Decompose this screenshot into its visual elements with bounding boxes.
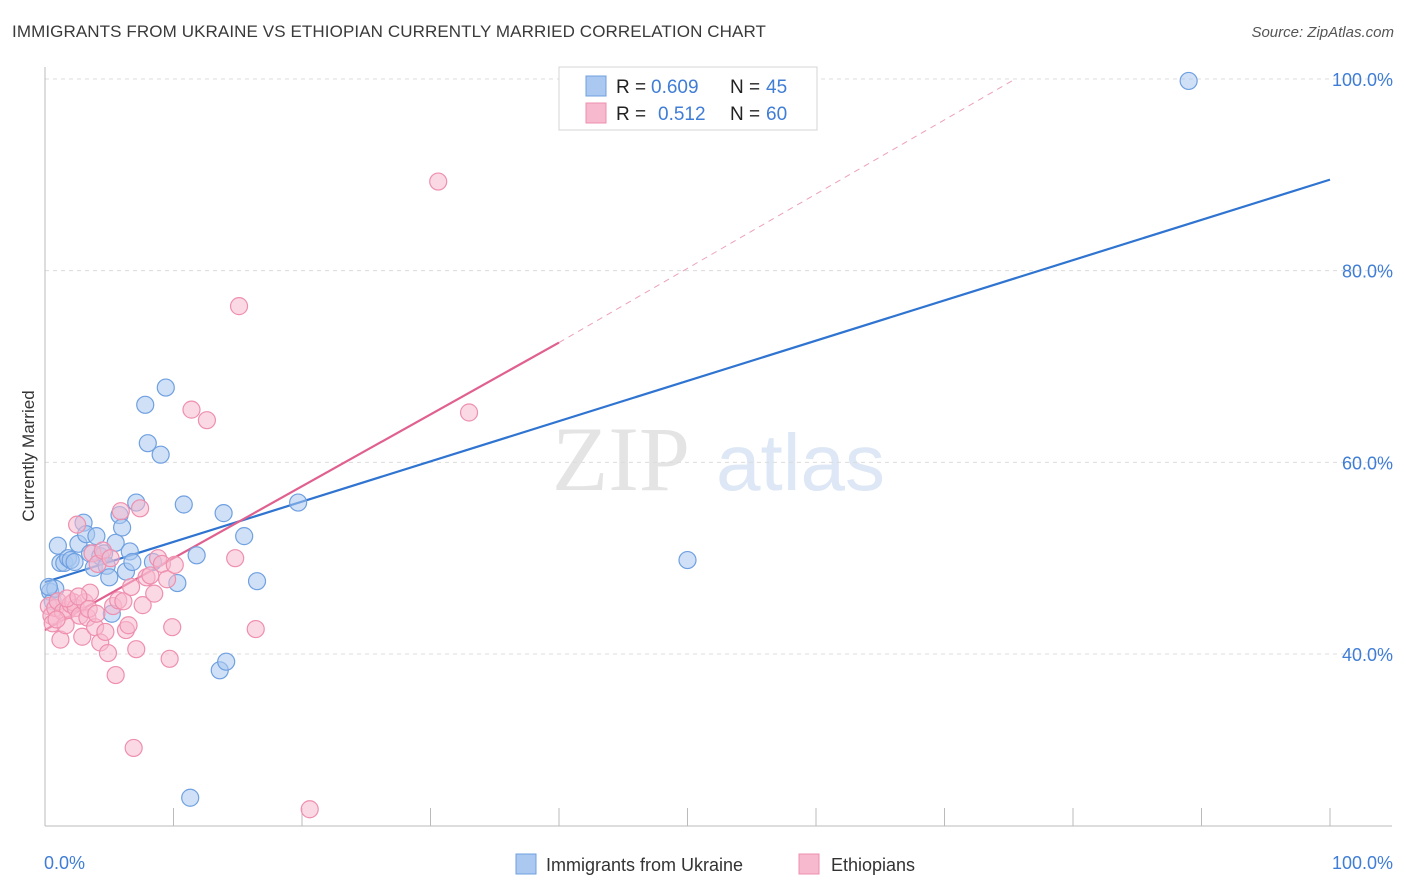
legend-swatch-ethiopia — [585, 102, 607, 124]
point-ukraine — [214, 504, 233, 523]
point-ethiopia — [130, 499, 150, 518]
y-axis-title: Currently Married — [19, 390, 38, 521]
y-tick-label: 100.0% — [1332, 70, 1393, 90]
point-ukraine — [39, 577, 58, 597]
point-ukraine — [289, 493, 308, 512]
legend-n-value: 45 — [766, 77, 787, 98]
point-ethiopia — [226, 549, 245, 568]
point-ukraine — [235, 527, 254, 546]
trend-lines — [44, 78, 1331, 632]
legend-bottom-label-ethiopia: Ethiopians — [831, 855, 915, 875]
point-ethiopia — [133, 596, 152, 615]
x-tick-label: 100.0% — [1332, 853, 1393, 873]
x-tick-label: 0.0% — [44, 853, 85, 873]
trend-line-ukraine — [44, 178, 1331, 584]
point-ethiopia — [160, 649, 179, 668]
chart-title: IMMIGRANTS FROM UKRAINE VS ETHIOPIAN CUR… — [12, 22, 767, 41]
legend-bottom-label-ukraine: Immigrants from Ukraine — [546, 855, 743, 875]
legend-bottom-swatch-ethiopia — [798, 853, 820, 875]
legend-n-value: 60 — [766, 104, 787, 125]
point-ethiopia — [96, 622, 115, 642]
axis-labels: 40.0% 60.0% 80.0% 100.0% 0.0% 100.0% — [44, 70, 1393, 873]
point-ethiopia — [114, 592, 133, 611]
y-tick-label: 80.0% — [1342, 262, 1393, 282]
point-ukraine — [1179, 71, 1198, 91]
legend-r-value: 0.609 — [651, 77, 699, 98]
point-ethiopia — [69, 587, 88, 606]
point-ukraine — [156, 378, 175, 397]
point-ethiopia — [229, 297, 249, 316]
point-ethiopia — [182, 400, 201, 419]
legend-n-label: N = — [730, 104, 760, 125]
point-ethiopia — [87, 604, 106, 623]
legend-n-label: N = — [730, 77, 760, 98]
y-tick-label: 40.0% — [1342, 645, 1393, 665]
point-ukraine — [100, 568, 119, 587]
point-ethiopia — [106, 665, 125, 685]
point-ukraine — [65, 552, 84, 572]
point-ethiopia — [165, 555, 184, 574]
watermark-zip: ZIP — [552, 408, 690, 510]
legend-stats: R = 0.609 N = 45 R = 0.512 N = 60 — [558, 66, 818, 131]
y-tick-label: 60.0% — [1342, 453, 1393, 473]
point-ethiopia — [429, 172, 448, 191]
axes — [44, 67, 1392, 827]
point-ukraine — [123, 552, 142, 572]
point-ethiopia — [197, 411, 217, 430]
point-ethiopia — [68, 515, 87, 534]
legend-series: Immigrants from Ukraine Ethiopians — [515, 853, 915, 875]
point-ethiopia — [246, 619, 265, 639]
point-ethiopia — [163, 618, 182, 637]
point-ethiopia — [300, 800, 319, 819]
point-ethiopia — [98, 643, 118, 663]
legend-r-label: R = — [616, 104, 646, 125]
point-ukraine — [181, 788, 200, 807]
point-ethiopia — [124, 738, 143, 758]
point-ethiopia — [101, 549, 120, 568]
grid-lines — [45, 78, 1392, 655]
legend-r-label: R = — [616, 77, 646, 98]
point-ukraine — [678, 550, 697, 570]
point-ethiopia — [459, 403, 479, 422]
data-points — [39, 71, 1198, 819]
point-ukraine — [112, 518, 132, 537]
point-ethiopia — [47, 610, 66, 629]
point-ukraine — [136, 395, 155, 414]
point-ukraine — [217, 652, 236, 671]
point-ethiopia — [127, 640, 146, 659]
point-ukraine — [187, 546, 206, 565]
point-ethiopia — [157, 570, 177, 589]
legend-bottom-swatch-ukraine — [515, 853, 537, 875]
point-ethiopia — [73, 627, 92, 646]
legend-swatch-ukraine — [585, 75, 607, 97]
source-credit: Source: ZipAtlas.com — [1251, 24, 1394, 41]
legend-r-value: 0.512 — [658, 104, 706, 125]
point-ethiopia — [145, 584, 164, 603]
point-ukraine — [247, 572, 267, 591]
point-ethiopia — [111, 502, 130, 521]
point-ukraine — [151, 445, 170, 464]
point-ukraine — [174, 495, 193, 514]
point-ethiopia — [121, 577, 141, 597]
point-ethiopia — [119, 616, 138, 635]
point-ukraine — [48, 536, 67, 555]
point-ukraine — [138, 434, 157, 453]
